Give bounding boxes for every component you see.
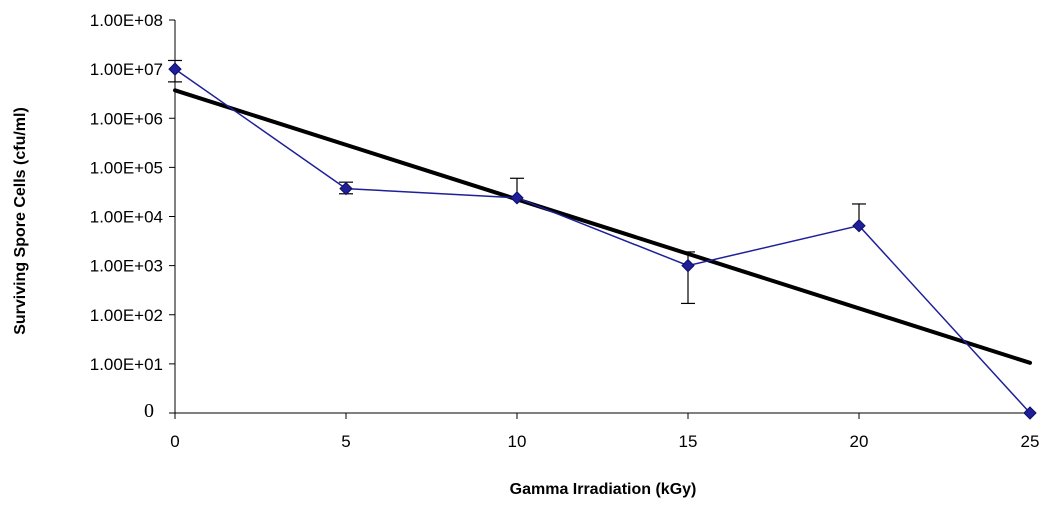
x-tick-label: 15 xyxy=(679,432,698,451)
data-series xyxy=(168,59,1037,420)
y-tick-label: 1.00E+02 xyxy=(90,306,163,325)
x-axis-ticks: 0 5 10 15 20 25 xyxy=(170,413,1039,451)
x-tick-label: 5 xyxy=(341,432,350,451)
series-line xyxy=(174,68,1031,414)
data-point-marker xyxy=(852,218,866,233)
x-tick-label: 20 xyxy=(850,432,869,451)
x-tick-label: 25 xyxy=(1021,432,1040,451)
y-axis-title: Surviving Spore Cells (cfu/ml) xyxy=(12,107,29,335)
trendline-path xyxy=(173,88,1032,365)
x-tick-label: 0 xyxy=(170,432,179,451)
y-tick-label: 1.00E+06 xyxy=(90,109,163,128)
y-tick-label: 1.00E+05 xyxy=(90,158,163,177)
y-tick-label: 1.00E+04 xyxy=(90,208,163,227)
y-tick-label: 0 xyxy=(144,400,154,422)
data-point-marker xyxy=(339,181,353,196)
y-axis-ticks: 0 1.00E+01 1.00E+02 1.00E+03 1.00E+04 1.00E+0… xyxy=(90,11,175,422)
axes xyxy=(174,20,1030,414)
y-tick-label: 1.00E+01 xyxy=(90,355,163,374)
y-tick-label: 1.00E+03 xyxy=(90,257,163,276)
data-point-marker xyxy=(168,62,182,76)
x-tick-label: 10 xyxy=(508,432,527,451)
x-axis-title: Gamma Irradiation (kGy) xyxy=(510,481,697,498)
data-point-marker xyxy=(681,258,695,273)
data-point-marker xyxy=(510,191,524,205)
trendline xyxy=(173,88,1032,365)
y-tick-label: 1.00E+07 xyxy=(90,60,163,79)
data-point-marker xyxy=(1023,406,1037,420)
y-tick-label: 1.00E+08 xyxy=(90,11,163,30)
